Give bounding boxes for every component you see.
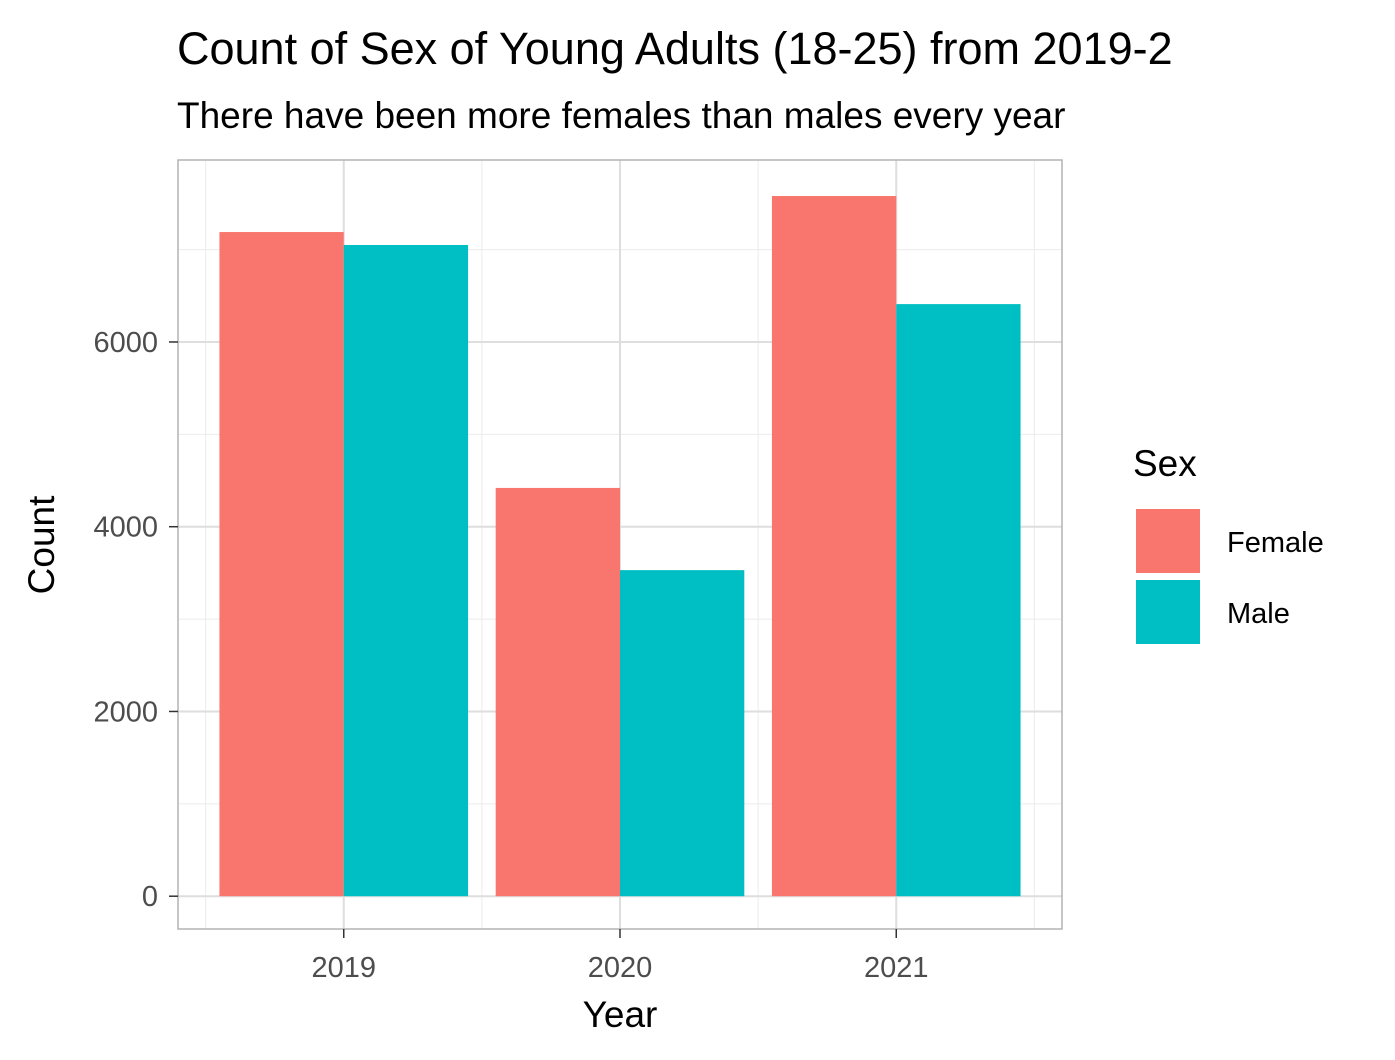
y-tick-label: 2000	[93, 696, 158, 728]
chart-subtitle: There have been more females than males …	[177, 95, 1065, 136]
bar-male-2019	[343, 244, 469, 897]
legend-items: Female Male	[1134, 507, 1324, 646]
legend-key-male	[1134, 578, 1202, 646]
x-axis-ticks: 2019 2020 2021	[311, 929, 929, 984]
x-tick-label: 2019	[311, 952, 376, 984]
bar-female-2020	[495, 487, 620, 897]
chart-title: Count of Sex of Young Adults (18-25) fro…	[177, 23, 1173, 74]
bar-male-2020	[620, 570, 745, 897]
bars	[219, 196, 1021, 897]
bar-female-2021	[771, 196, 897, 897]
legend-label-male: Male	[1227, 598, 1290, 630]
x-tick-label: 2021	[864, 952, 929, 984]
bar-female-2019	[219, 232, 344, 897]
legend: Sex Female Male	[1133, 443, 1324, 646]
x-tick-label: 2020	[588, 952, 653, 984]
y-tick-label: 0	[142, 881, 158, 913]
x-axis-title: Year	[583, 994, 658, 1035]
y-axis-ticks: 0 2000 4000 6000	[93, 327, 178, 913]
legend-title: Sex	[1133, 443, 1197, 484]
y-axis-title: Count	[21, 495, 62, 594]
y-tick-label: 4000	[93, 512, 158, 544]
legend-label-female: Female	[1227, 527, 1324, 559]
y-tick-label: 6000	[93, 327, 158, 359]
minor-gridlines-x	[205, 160, 1035, 929]
legend-key-female	[1134, 507, 1202, 575]
bar-male-2021	[896, 304, 1021, 897]
